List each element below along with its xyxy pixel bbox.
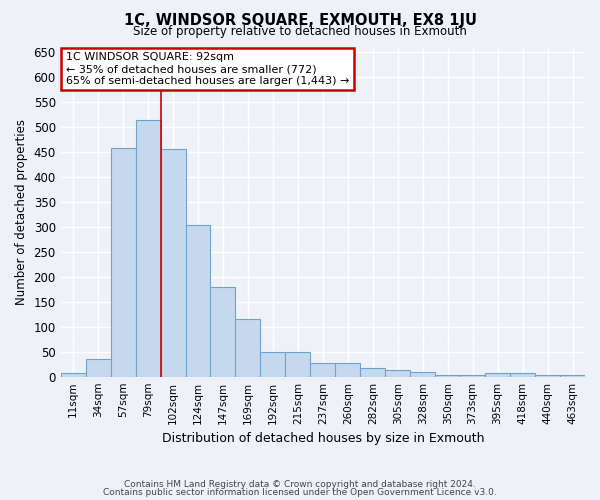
- Bar: [161, 148, 185, 376]
- Bar: [560, 375, 585, 376]
- Bar: [360, 368, 385, 376]
- Text: 1C, WINDSOR SQUARE, EXMOUTH, EX8 1JU: 1C, WINDSOR SQUARE, EXMOUTH, EX8 1JU: [124, 12, 476, 28]
- Bar: [535, 375, 560, 376]
- Bar: [485, 373, 510, 376]
- X-axis label: Distribution of detached houses by size in Exmouth: Distribution of detached houses by size …: [161, 432, 484, 445]
- Bar: [460, 375, 485, 376]
- Bar: [260, 352, 286, 376]
- Bar: [435, 375, 460, 376]
- Bar: [235, 320, 260, 376]
- Text: Contains HM Land Registry data © Crown copyright and database right 2024.: Contains HM Land Registry data © Crown c…: [124, 480, 476, 489]
- Text: Contains public sector information licensed under the Open Government Licence v3: Contains public sector information licen…: [103, 488, 497, 497]
- Bar: [136, 120, 161, 376]
- Bar: [185, 224, 211, 376]
- Bar: [335, 363, 360, 376]
- Bar: [286, 352, 310, 376]
- Bar: [410, 372, 435, 376]
- Bar: [310, 363, 335, 376]
- Bar: [510, 373, 535, 376]
- Text: 1C WINDSOR SQUARE: 92sqm
← 35% of detached houses are smaller (772)
65% of semi-: 1C WINDSOR SQUARE: 92sqm ← 35% of detach…: [66, 52, 349, 86]
- Text: Size of property relative to detached houses in Exmouth: Size of property relative to detached ho…: [133, 25, 467, 38]
- Y-axis label: Number of detached properties: Number of detached properties: [15, 119, 28, 305]
- Bar: [86, 359, 110, 376]
- Bar: [385, 370, 410, 376]
- Bar: [61, 373, 86, 376]
- Bar: [110, 148, 136, 376]
- Bar: [211, 287, 235, 376]
